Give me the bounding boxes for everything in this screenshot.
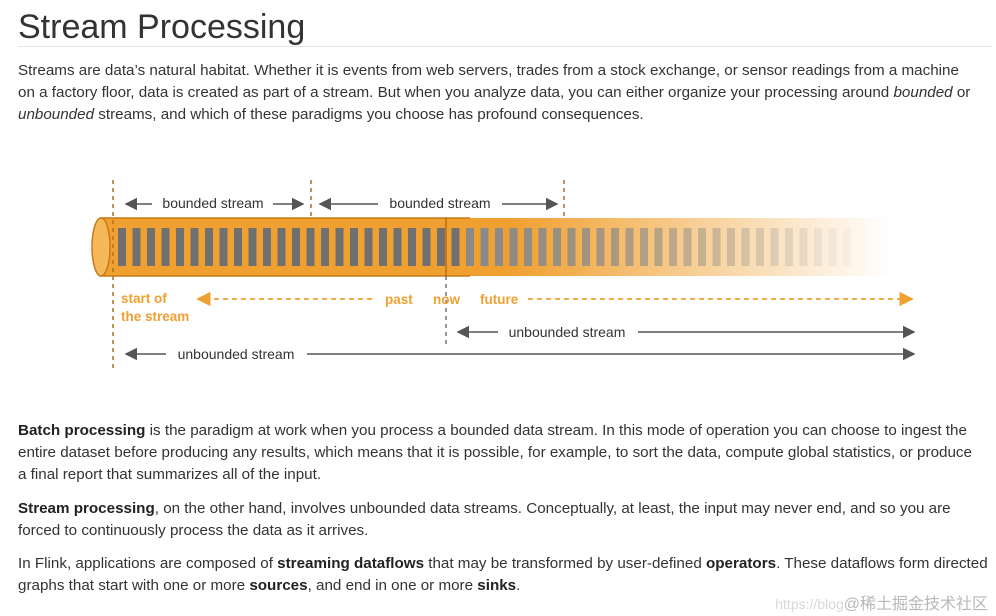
flink-paragraph: In Flink, applications are composed of s… [18,553,993,597]
stream-event-bar [712,228,721,266]
batch-term: Batch processing [18,422,146,439]
flink-text-1: In Flink, applications are composed of [18,555,278,572]
stream-event-bar [408,228,416,266]
stream-event-bar [553,228,561,266]
stream-event-bar [741,228,750,266]
stream-term: Stream processing [18,500,155,517]
stream-event-bar [582,228,590,266]
stream-event-bar [495,228,503,266]
intro-text-3: streams, and which of these paradigms yo… [94,106,644,123]
watermark: https://blog@稀土掘金技术社区 [775,590,988,614]
stream-event-bar [727,228,735,266]
unbounded-stream-label-2: unbounded stream [178,346,295,362]
intro-text-2: or [952,84,971,101]
stream-event-bar [756,228,764,266]
start-of-label: start of [121,291,167,306]
stream-event-bar [118,228,126,266]
now-label: now [433,292,460,307]
bounded-stream-label-2: bounded stream [389,195,490,211]
future-label: future [480,292,519,307]
stream-event-bar [147,228,155,266]
batch-text: is the paradigm at work when you process… [18,422,972,483]
stream-event-bar [698,228,706,266]
page-title: Stream Processing [18,8,306,46]
title-divider [18,46,992,47]
stream-event-bar [538,228,547,266]
past-label: past [385,292,413,307]
stream-event-bar [292,228,300,266]
stream-event-bar [611,228,619,266]
stream-event-bar [306,228,315,266]
unbounded-stream-label-1: unbounded stream [509,324,626,340]
flink-term-operators: operators [706,555,777,572]
intro-em-unbounded: unbounded [18,106,95,123]
stream-event-bar [393,228,402,266]
stream-diagram: bounded stream bounded stream start of t… [91,180,916,372]
flink-text-4: , and end in one or more [307,577,478,594]
stream-event-bar [625,228,634,266]
stream-event-bar [858,228,866,266]
stream-event-bar [872,228,880,266]
stream-event-bar [654,228,663,266]
flink-text-5: . [516,577,521,594]
intro-paragraph: Streams are data’s natural habitat. Whet… [18,60,978,126]
stream-paragraph: Stream processing, on the other hand, in… [18,498,988,542]
stream-event-bar [190,228,199,266]
stream-event-bar [277,228,286,266]
stream-event-bar [814,228,822,266]
stream-event-bar [799,228,808,266]
stream-event-bar [219,228,228,266]
stream-event-bar [683,228,692,266]
the-stream-label: the stream [121,309,189,324]
stream-event-bar [335,228,344,266]
stream-event-bar [567,228,576,266]
stream-event-bar [466,228,474,266]
stream-event-bar [248,228,257,266]
flink-term-sinks: sinks [477,577,517,594]
stream-event-bar [176,228,184,266]
stream-event-bar [321,228,329,266]
stream-event-bar [350,228,358,266]
batch-paragraph: Batch processing is the paradigm at work… [18,420,978,486]
stream-event-bar [364,228,373,266]
stream-event-bar [640,228,648,266]
stream-event-bar [451,228,460,266]
stream-event-bar [205,228,213,266]
stream-event-bar [828,228,837,266]
stream-event-bar [843,228,851,266]
stream-event-bar [437,228,445,266]
flink-text-3: . These dataflows form directed graphs t… [18,555,988,594]
stream-event-bar [161,228,170,266]
stream-text: , on the other hand, involves unbounded … [18,500,951,539]
stream-event-bar [480,228,489,266]
stream-event-bar [785,228,793,266]
flink-text-2: that may be transformed by user-defined [424,555,706,572]
stream-events [118,228,880,266]
stream-event-bar [263,228,271,266]
stream-event-bar [234,228,242,266]
stream-event-bar [379,228,387,266]
bounded-stream-label-1: bounded stream [162,195,263,211]
stream-event-bar [596,228,605,266]
watermark-url: https://blog [775,596,844,612]
watermark-text: @稀土掘金技术社区 [843,596,988,613]
stream-event-bar [422,228,431,266]
stream-event-bar [770,228,779,266]
flink-term-sources: sources [249,577,308,594]
stream-event-bar [132,228,141,266]
stream-event-bar [669,228,677,266]
intro-text-1: Streams are data’s natural habitat. Whet… [18,62,959,101]
flink-term-dataflows: streaming dataflows [277,555,425,572]
stream-event-bar [524,228,532,266]
stream-event-bar [509,228,518,266]
tube-start-cap [91,217,111,277]
intro-em-bounded: bounded [893,84,953,101]
